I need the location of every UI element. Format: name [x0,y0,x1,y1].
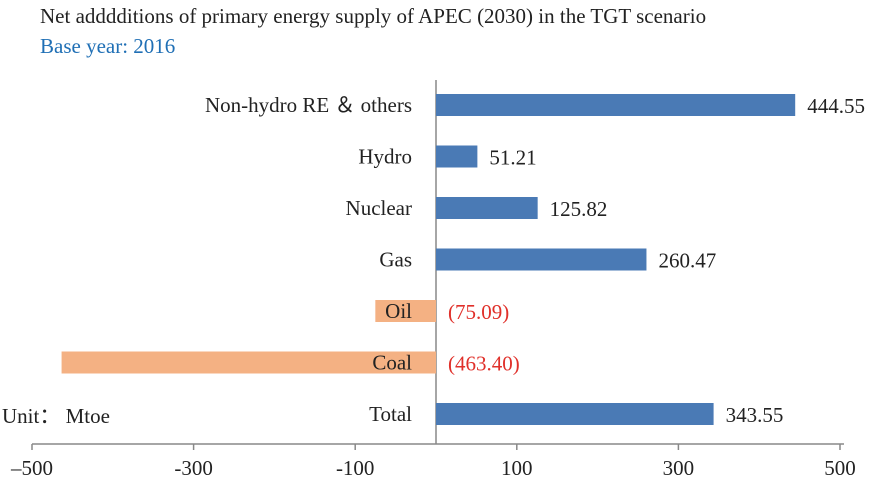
bar [436,197,538,219]
x-tick-label: -100 [336,456,375,480]
bar [375,300,436,322]
x-tick-label: –500 [10,456,53,480]
value-label: 343.55 [726,403,784,427]
x-tick-label: 100 [501,456,533,480]
category-label: Hydro [358,145,412,169]
value-label: (75.09) [448,300,509,324]
category-label: Non-hydro RE ＆ others [205,93,412,117]
bar [436,403,714,425]
bar [436,145,478,168]
category-label: Total [369,402,412,426]
value-label: (463.40) [448,352,520,376]
x-tick-label: 300 [663,456,695,480]
bar [436,248,647,271]
x-tick-label: -300 [174,456,213,480]
category-label: Nuclear [346,196,412,220]
value-label: 51.21 [489,146,536,170]
chart-subtitle: Base year: 2016 [40,34,176,58]
category-label: Oil [385,299,412,323]
category-label: Gas [379,248,412,272]
x-tick-label: 500 [824,456,856,480]
value-label: 125.82 [550,197,608,221]
chart-title: Net adddditions of primary energy supply… [40,4,707,28]
unit-label: Unit： Mtoe [2,404,110,428]
bar [436,94,796,116]
value-label: 260.47 [658,249,716,273]
value-label: 444.55 [807,94,865,118]
category-label: Coal [372,351,412,375]
bar [61,351,436,374]
